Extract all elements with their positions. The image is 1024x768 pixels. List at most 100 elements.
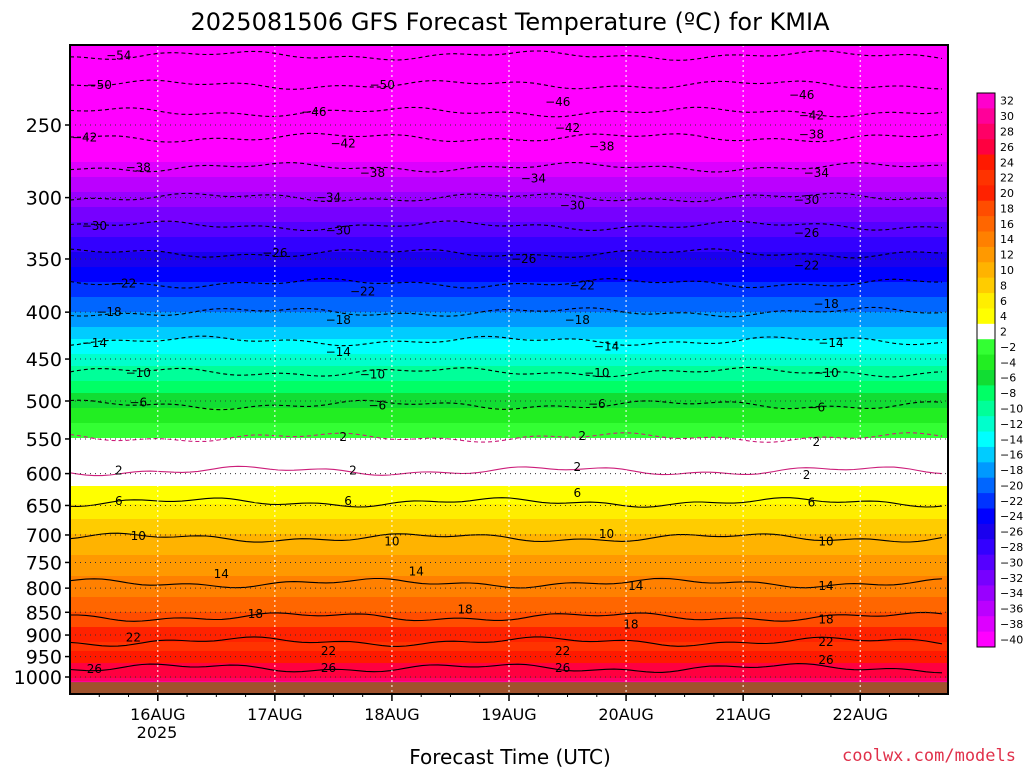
contour-label: 22 [555,644,570,658]
contour-label: 2 [812,435,820,449]
contour-label: −22 [111,276,136,290]
colorbar-swatch [977,508,995,525]
colorbar-label: 14 [1000,233,1014,246]
contour-label: −6 [129,396,147,410]
temperature-band [70,66,948,70]
contour-label: 22 [818,635,833,649]
contour-label: −6 [588,397,606,411]
y-tick-label: 800 [26,578,62,600]
contour-label: −38 [589,140,614,154]
svg-text:−30: −30 [794,193,819,207]
temperature-band [70,87,948,91]
contour-label: −38 [126,160,151,174]
contour-label: 10 [599,527,614,541]
svg-text:26: 26 [818,653,833,667]
svg-text:−18: −18 [565,313,590,327]
temperature-band [70,192,948,196]
temperature-band [70,561,948,565]
temperature-band [70,678,948,682]
colorbar-swatch [977,370,995,386]
contour-label: −18 [565,313,590,327]
temperature-band [70,417,948,421]
colorbar-swatch [977,246,995,263]
svg-text:−42: −42 [555,121,580,135]
temperature-band [70,276,948,280]
x-tick-label: 18AUG [364,705,419,724]
y-tick-label: 450 [26,349,62,371]
isotherm-line [70,577,943,589]
contour-label: −14 [326,345,351,359]
temperature-band [70,537,948,541]
temperature-band [70,426,948,430]
contour-label: 14 [818,579,833,593]
isotherm-line [70,277,942,289]
contour-label: 26 [321,661,336,675]
contour-label: 18 [818,613,833,627]
svg-text:−38: −38 [126,160,151,174]
contour-label: 2 [115,463,123,477]
y-tick-label: 500 [26,391,62,413]
svg-text:14: 14 [214,567,229,581]
temperature-band [70,312,948,316]
x-tick-label: 19AUG [481,705,536,724]
svg-text:−26: −26 [511,252,536,266]
temperature-band [70,78,948,82]
y-tick-label: 1000 [14,667,62,689]
svg-text:−30: −30 [560,198,585,212]
temperature-band [70,423,948,427]
svg-text:−42: −42 [72,131,97,145]
temperature-band [70,621,948,625]
y-tick-label: 600 [26,464,62,486]
credit-link[interactable]: coolwx.com/models [842,746,1016,766]
temperature-band [70,147,948,151]
colorbar-label: −6 [1000,372,1016,385]
temperature-band [70,291,948,295]
temperature-band [70,483,948,487]
colorbar-label: 30 [1000,110,1014,123]
temperature-band [70,246,948,250]
colorbar-swatch [977,277,995,294]
colorbar-label: −12 [1000,418,1023,431]
colorbar-label: −24 [1000,510,1023,523]
y-tick-label: 850 [26,602,62,624]
svg-text:6: 6 [344,494,352,508]
contour-label: −22 [794,259,819,273]
temperature-band [70,471,948,475]
svg-text:22: 22 [555,644,570,658]
temperature-band [70,543,948,547]
svg-text:10: 10 [384,535,399,549]
svg-text:−34: −34 [316,191,341,205]
temperature-band [70,102,948,106]
temperature-band [70,186,948,190]
svg-text:−10: −10 [584,366,609,380]
colorbar-label: −30 [1000,556,1023,569]
svg-text:26: 26 [87,662,102,676]
temperature-band [70,516,948,520]
temperature-band [70,672,948,676]
svg-text:22: 22 [126,630,141,644]
contour-label: 26 [555,661,570,675]
contour-label: −42 [555,121,580,135]
svg-text:2: 2 [339,430,347,444]
colorbar-label: −28 [1000,541,1023,554]
isotherm-line [70,79,943,90]
contour-label: −30 [794,193,819,207]
svg-text:10: 10 [131,529,146,543]
contour-label: −6 [807,400,825,414]
svg-text:−38: −38 [799,127,824,141]
colorbar-swatch [977,123,995,140]
temperature-band [70,468,948,472]
svg-text:6: 6 [573,486,581,500]
temperature-band [70,222,948,226]
svg-text:2: 2 [349,463,357,477]
contour-label: −50 [87,78,112,92]
temperature-band [70,108,948,112]
colorbar-swatch [977,308,995,325]
svg-text:−50: −50 [370,78,395,92]
temperature-band [70,408,948,412]
temperature-band [70,141,948,145]
svg-text:−6: −6 [588,397,606,411]
svg-text:−46: −46 [789,88,814,102]
contour-label: 2 [803,468,811,482]
temperature-band [70,162,948,166]
